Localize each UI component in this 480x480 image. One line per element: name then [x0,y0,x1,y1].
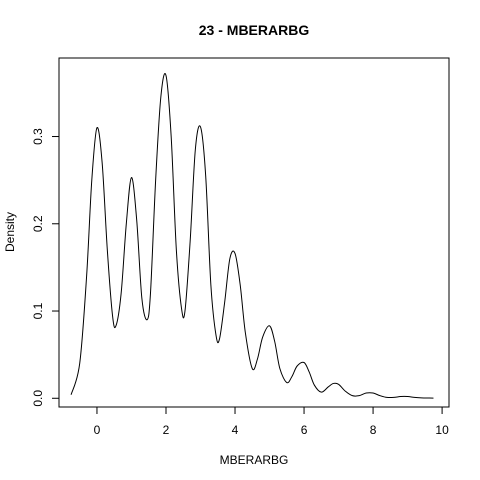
y-tick-label: 0.3 [31,128,45,145]
x-tick-label: 2 [163,423,170,437]
x-tick-label: 4 [232,423,239,437]
y-axis: 0.0 0.1 0.2 0.3 [31,128,59,407]
x-axis-label: MBERARBG [220,453,289,467]
y-axis-label: Density [3,212,17,252]
x-tick-label: 0 [94,423,101,437]
x-tick-label: 8 [370,423,377,437]
y-tick-label: 0.1 [31,302,45,319]
y-tick-label: 0.0 [31,390,45,407]
y-tick-label: 0.2 [31,215,45,232]
chart-title: 23 - MBERARBG [199,22,310,38]
plot-frame [58,57,450,408]
x-tick-label: 6 [301,423,308,437]
x-axis: 0 2 4 6 8 10 [94,407,449,437]
density-series-line [70,73,434,399]
x-tick-label: 10 [435,423,449,437]
